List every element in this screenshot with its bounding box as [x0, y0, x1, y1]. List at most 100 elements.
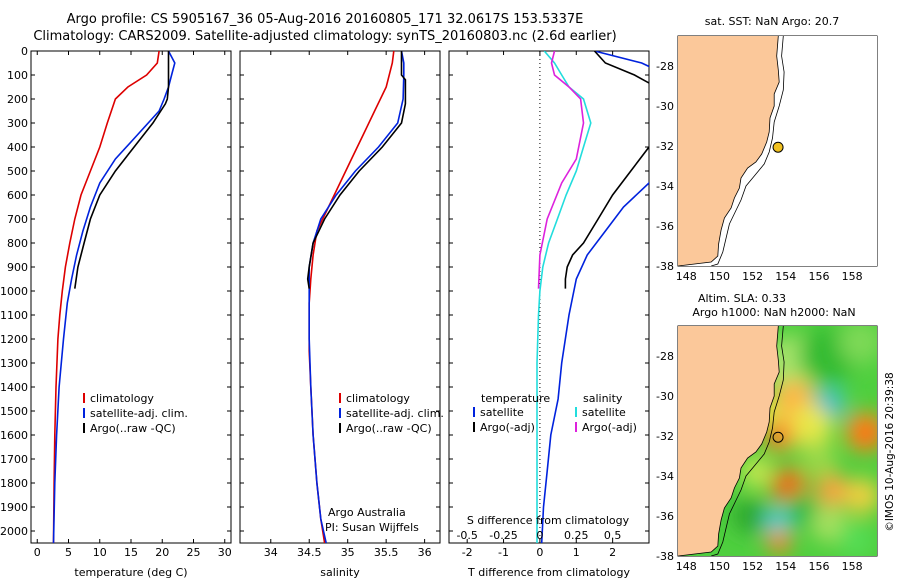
sst-map-x-tick-label: 148 — [676, 270, 697, 283]
sst-map-y-tick-label: -36 — [656, 220, 674, 233]
salinity-x-tick-label: 35 — [341, 546, 355, 559]
depth-y-tick-label: 500 — [7, 165, 28, 178]
t-diff-x-tick-label: 2 — [609, 546, 616, 559]
salinity-annotation-1: PI: Susan Wijffels — [325, 521, 419, 534]
difference-legend-sal-0-label: satellite — [582, 406, 626, 419]
depth-y-tick-label: 1300 — [0, 357, 28, 370]
sla-map-title: Altim. SLA: 0.33 — [698, 292, 786, 305]
salinity-x-tick-label: 34.5 — [297, 546, 322, 559]
salinity-series-0 — [308, 51, 395, 543]
sla-map-sla-cell — [784, 492, 821, 528]
sla-map-x-tick-label: 152 — [742, 560, 763, 573]
temperature-series-1 — [52, 51, 176, 543]
sla-map-sla-cell — [788, 404, 833, 448]
sla-map-sla-cell — [800, 440, 837, 476]
s-diff-tick-label: -0.5 — [456, 529, 477, 542]
depth-y-tick-label: 400 — [7, 141, 28, 154]
temperature-x-tick-label: 0 — [34, 546, 41, 559]
salinity-legend-item-0-label: climatology — [346, 392, 410, 405]
sla-map-sla-cell — [739, 456, 772, 488]
sla-map-sla-cell — [810, 506, 847, 542]
difference-plot-frame — [448, 50, 650, 544]
salinity-plot-frame — [239, 50, 441, 544]
sla-map-x-tick-label: 148 — [676, 560, 697, 573]
sla-map-sla-field — [731, 326, 877, 556]
sst-map-land — [678, 36, 780, 266]
t-diff-x-axis-label: T difference from climatology — [467, 566, 630, 579]
sla-map-x-tick-label: 154 — [775, 560, 796, 573]
sla-map-y-tick-label: -30 — [656, 390, 674, 403]
depth-y-tick-label: 200 — [7, 93, 28, 106]
difference-legend-temp-1-label: Argo(-adj) — [480, 421, 535, 434]
salinity-series-2 — [306, 51, 407, 289]
salinity-series-1 — [308, 51, 405, 543]
sst-map-y-tick-label: -34 — [656, 180, 674, 193]
sla-map-y-tick-label: -28 — [656, 350, 674, 363]
difference-series-temp-argo — [564, 51, 649, 289]
sst-map-content — [678, 36, 877, 266]
depth-y-tick-label: 300 — [7, 117, 28, 130]
temperature-x-tick-label: 10 — [93, 546, 107, 559]
sla-map-sla-cell — [844, 478, 877, 514]
t-diff-x-tick-label: -1 — [498, 546, 509, 559]
sla-map-content — [678, 326, 877, 556]
temperature-x-tick-label: 30 — [218, 546, 232, 559]
sla-map-profile-location-marker — [772, 431, 784, 443]
sst-map-title: sat. SST: NaN Argo: 20.7 — [705, 15, 839, 28]
sst-map-profile-location-marker — [772, 141, 784, 153]
depth-y-tick-label: 1000 — [0, 285, 28, 298]
depth-y-tick-label: 900 — [7, 261, 28, 274]
s-diff-tick-label: 0 — [536, 529, 543, 542]
sst-map-x-tick-label: 150 — [709, 270, 730, 283]
difference-series-temp-satellite — [540, 51, 649, 543]
salinity-x-tick-label: 36 — [418, 546, 432, 559]
salinity-x-axis-label: salinity — [320, 566, 360, 579]
sst-map-x-tick-label: 154 — [775, 270, 796, 283]
temperature-x-tick-label: 15 — [124, 546, 138, 559]
sst-map-x-tick-label: 158 — [842, 270, 863, 283]
s-diff-tick-label: 0.25 — [564, 529, 589, 542]
depth-y-tick-label: 100 — [7, 69, 28, 82]
difference-series-sal-argo — [537, 51, 585, 289]
s-diff-tick-label: 0.5 — [604, 529, 622, 542]
depth-y-tick-label: 1200 — [0, 333, 28, 346]
sla-map-x-tick-label: 158 — [842, 560, 863, 573]
temperature-x-tick-label: 5 — [65, 546, 72, 559]
salinity-annotation-0: Argo Australia — [328, 506, 406, 519]
imos-timestamp-label: ©IMOS 10-Aug-2016 20:39:38 — [884, 372, 896, 531]
difference-legend-temp-0-label: satellite — [480, 406, 524, 419]
sla-map-sla-cell — [816, 474, 849, 506]
sla-map-sla-cell — [857, 424, 877, 444]
temperature-x-tick-label: 20 — [155, 546, 169, 559]
sst-map-x-tick-label: 156 — [808, 270, 829, 283]
sst-map-isobath — [711, 36, 785, 266]
difference-legend-title-0: temperature — [481, 392, 550, 405]
depth-y-tick-label: 1100 — [0, 309, 28, 322]
sla-map-x-tick-label: 150 — [709, 560, 730, 573]
t-diff-x-tick-label: 1 — [573, 546, 580, 559]
salinity-legend-item-2-label: Argo(..raw -QC) — [346, 422, 432, 435]
depth-y-tick-label: 1900 — [0, 501, 28, 514]
temperature-legend-item-0-label: climatology — [90, 392, 154, 405]
sst-map-y-tick-label: -38 — [656, 260, 674, 273]
salinity-x-tick-label: 35.5 — [374, 546, 399, 559]
sla-map-sla-cell — [837, 522, 874, 556]
chart-title-line2: Climatology: CARS2009. Satellite-adjuste… — [33, 29, 617, 44]
depth-y-tick-label: 1600 — [0, 429, 28, 442]
depth-y-tick-label: 700 — [7, 213, 28, 226]
depth-y-tick-label: 0 — [21, 45, 28, 58]
depth-y-tick-label: 1800 — [0, 477, 28, 490]
sla-map-sla-cell — [776, 477, 795, 495]
temperature-legend-item-1-label: satellite-adj. clim. — [90, 407, 188, 420]
depth-y-tick-label: 600 — [7, 189, 28, 202]
temperature-series-2 — [74, 51, 170, 289]
temperature-x-axis-label: temperature (deg C) — [74, 566, 187, 579]
depth-y-tick-label: 1700 — [0, 453, 28, 466]
depth-y-tick-label: 2000 — [0, 525, 28, 538]
sla-map-isobath — [711, 326, 785, 556]
difference-legend-title-1: salinity — [583, 392, 623, 405]
sla-map-x-tick-label: 156 — [808, 560, 829, 573]
s-diff-tick-label: -0.25 — [489, 529, 517, 542]
sla-map-y-tick-label: -32 — [656, 430, 674, 443]
sla-map-sla-cell — [761, 508, 790, 536]
